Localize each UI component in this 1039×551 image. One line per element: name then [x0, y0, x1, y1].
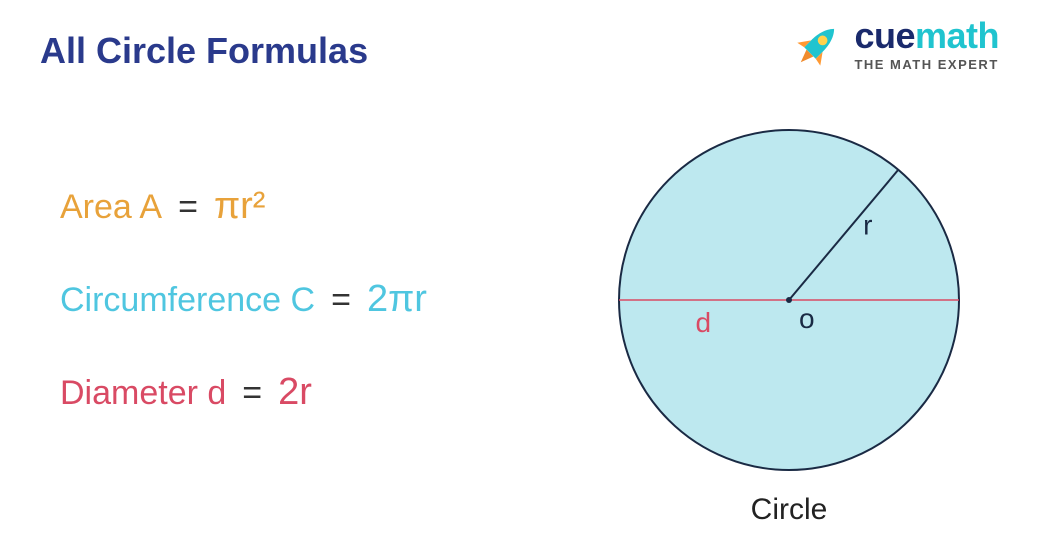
equals-sign: =	[331, 281, 351, 320]
brand-name: cuemath	[854, 18, 999, 54]
circle-svg: o r d	[609, 120, 969, 480]
brand-cue: cue	[854, 15, 915, 56]
formula-area-value: πr²	[214, 185, 266, 228]
rocket-icon	[792, 19, 844, 71]
formula-area-label: Area A	[60, 188, 162, 227]
equals-sign: =	[242, 374, 262, 413]
formula-list: Area A = πr² Circumference C = 2πr Diame…	[60, 185, 427, 414]
center-label: o	[799, 303, 815, 334]
formula-diameter: Diameter d = 2r	[60, 371, 427, 414]
formula-circumference: Circumference C = 2πr	[60, 278, 427, 321]
brand-tagline: THE MATH EXPERT	[854, 58, 999, 71]
equals-sign: =	[178, 188, 198, 227]
circle-diagram: o r d Circle	[609, 120, 969, 527]
formula-area: Area A = πr²	[60, 185, 427, 228]
page-title: All Circle Formulas	[40, 30, 368, 72]
formula-circumference-value: 2πr	[367, 278, 427, 321]
brand-math: math	[915, 15, 999, 56]
diagram-caption: Circle	[609, 493, 969, 527]
brand-text: cuemath THE MATH EXPERT	[854, 18, 999, 71]
formula-diameter-label: Diameter d	[60, 374, 226, 413]
formula-circumference-label: Circumference C	[60, 281, 315, 320]
brand-logo: cuemath THE MATH EXPERT	[792, 18, 999, 71]
diameter-label: d	[696, 307, 712, 338]
infographic-canvas: All Circle Formulas cuemath THE MATH EXP…	[0, 0, 1039, 551]
radius-label: r	[863, 209, 872, 240]
formula-diameter-value: 2r	[278, 371, 312, 414]
center-dot	[786, 297, 792, 303]
